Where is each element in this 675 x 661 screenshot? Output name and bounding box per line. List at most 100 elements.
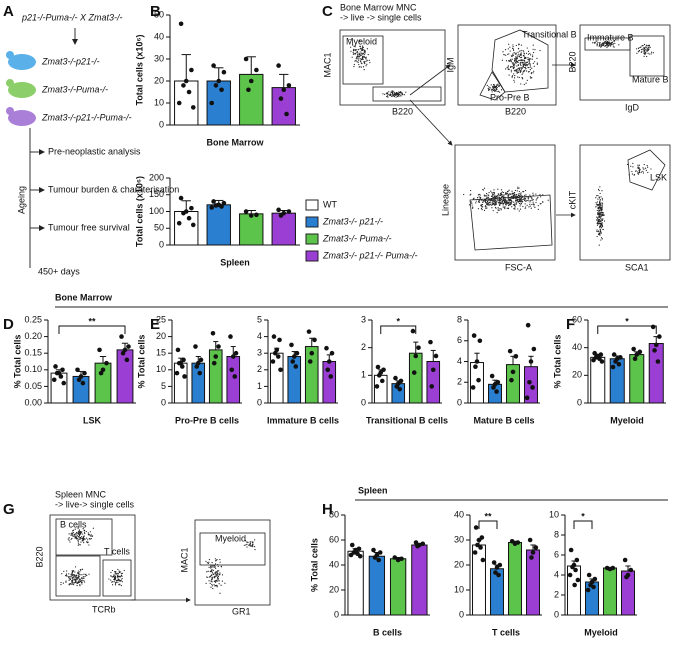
event-dot bbox=[214, 563, 217, 565]
data-point bbox=[243, 209, 249, 214]
y-tick-label: 0.10 bbox=[24, 364, 42, 374]
event-dot bbox=[246, 546, 248, 548]
legend-swatch bbox=[305, 199, 319, 211]
event-dot bbox=[511, 76, 513, 78]
data-point bbox=[120, 350, 126, 356]
event-dot bbox=[601, 190, 603, 192]
event-dot bbox=[363, 53, 366, 55]
event-dot bbox=[520, 194, 522, 196]
event-dot bbox=[213, 580, 216, 583]
event-dot bbox=[208, 566, 210, 568]
event-dot bbox=[245, 544, 247, 546]
event-dot bbox=[492, 88, 494, 90]
significance-bracket bbox=[58, 325, 126, 334]
flow-label: B220 bbox=[34, 546, 44, 567]
event-dot bbox=[639, 46, 641, 49]
event-dot bbox=[647, 47, 649, 50]
event-dot bbox=[537, 208, 539, 210]
data-point bbox=[309, 350, 315, 356]
data-point bbox=[284, 111, 289, 117]
flow-title: Spleen MNC bbox=[55, 489, 107, 499]
event-dot bbox=[513, 77, 516, 79]
data-point bbox=[493, 570, 498, 575]
event-dot bbox=[482, 201, 484, 203]
event-dot bbox=[493, 84, 495, 86]
event-dot bbox=[391, 90, 393, 92]
event-dot bbox=[601, 205, 604, 207]
y-tick-label: 0 bbox=[459, 609, 464, 619]
event-dot bbox=[611, 41, 613, 44]
event-dot bbox=[531, 67, 533, 69]
data-point bbox=[211, 63, 216, 68]
data-point bbox=[286, 209, 292, 214]
data-point bbox=[104, 360, 109, 366]
data-point bbox=[176, 220, 182, 226]
event-dot bbox=[509, 204, 511, 206]
y-tick-label: 0.25 bbox=[24, 314, 42, 324]
event-dot bbox=[211, 566, 213, 568]
event-dot bbox=[529, 52, 531, 55]
event-dot bbox=[492, 194, 494, 197]
data-point bbox=[82, 370, 87, 376]
y-tick-label: 0 bbox=[554, 609, 559, 619]
y-tick-label: 2 bbox=[361, 342, 366, 352]
event-dot bbox=[518, 210, 520, 212]
event-dot bbox=[400, 95, 402, 97]
event-dot bbox=[531, 197, 533, 199]
event-dot bbox=[521, 62, 523, 64]
panel-label: G bbox=[3, 501, 15, 518]
event-dot bbox=[610, 45, 612, 47]
event-dot bbox=[519, 197, 521, 200]
event-dot bbox=[598, 244, 600, 246]
event-dot bbox=[121, 578, 123, 580]
flow-label: T cells bbox=[104, 546, 130, 556]
event-dot bbox=[79, 531, 82, 533]
event-dot bbox=[364, 50, 366, 53]
data-point bbox=[198, 357, 204, 363]
event-dot bbox=[508, 189, 510, 191]
event-dot bbox=[75, 581, 77, 583]
event-dot bbox=[516, 61, 518, 63]
data-point bbox=[278, 367, 283, 373]
event-dot bbox=[527, 53, 530, 55]
event-dot bbox=[211, 576, 213, 579]
event-dot bbox=[213, 566, 215, 568]
event-dot bbox=[599, 199, 602, 201]
event-dot bbox=[111, 569, 114, 572]
event-dot bbox=[390, 91, 392, 93]
event-dot bbox=[500, 208, 502, 210]
event-dot bbox=[68, 579, 70, 581]
event-dot bbox=[499, 201, 501, 203]
event-dot bbox=[115, 581, 118, 583]
y-tick-label: 3 bbox=[361, 314, 366, 324]
event-dot bbox=[361, 52, 363, 54]
event-dot bbox=[216, 559, 218, 561]
event-dot bbox=[517, 71, 520, 73]
event-dot bbox=[507, 190, 509, 192]
panel-label: D bbox=[3, 316, 14, 333]
event-dot bbox=[80, 541, 82, 543]
event-dot bbox=[397, 92, 400, 94]
data-point bbox=[306, 329, 312, 334]
data-point bbox=[429, 384, 435, 389]
y-tick-label: 2 bbox=[457, 377, 462, 387]
event-dot bbox=[69, 578, 72, 580]
event-dot bbox=[599, 226, 601, 229]
data-point bbox=[510, 369, 516, 375]
event-dot bbox=[496, 86, 498, 89]
event-dot bbox=[597, 217, 599, 219]
event-dot bbox=[83, 577, 85, 579]
event-dot bbox=[638, 170, 641, 173]
event-dot bbox=[518, 198, 521, 200]
cross-label: p21-/-Puma-/- X Zmat3-/- bbox=[21, 12, 123, 22]
data-point bbox=[348, 552, 354, 558]
event-dot bbox=[80, 569, 82, 571]
data-point bbox=[176, 360, 182, 366]
event-dot bbox=[525, 57, 527, 59]
event-dot bbox=[356, 61, 358, 63]
event-dot bbox=[115, 583, 117, 585]
event-dot bbox=[358, 66, 360, 68]
data-point bbox=[328, 374, 334, 379]
event-dot bbox=[212, 573, 214, 575]
event-dot bbox=[539, 196, 542, 198]
